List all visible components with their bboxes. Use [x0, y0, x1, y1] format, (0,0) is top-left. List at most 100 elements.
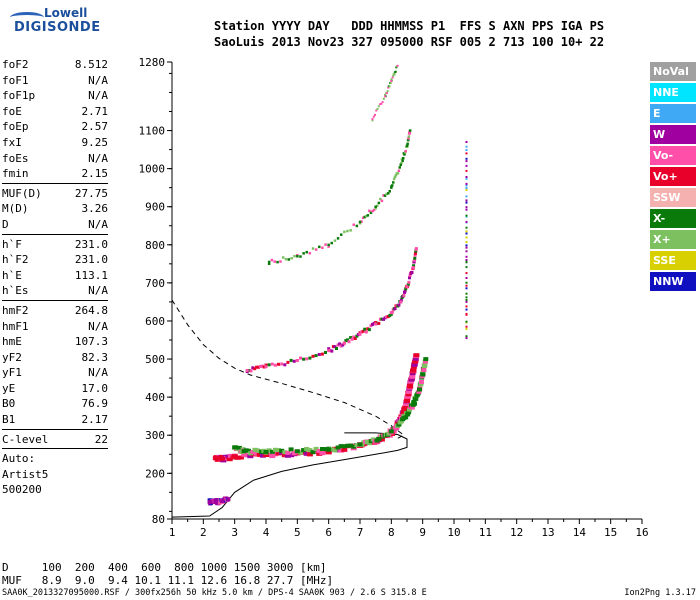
trace-point-2 [385, 315, 389, 319]
trace-point-2 [335, 347, 338, 350]
x-tick-label: 15 [604, 526, 617, 539]
param-value: 2.57 [81, 120, 109, 134]
trace-point-0 [378, 437, 385, 442]
trace-point-3 [321, 246, 324, 249]
data-point-1 [357, 442, 363, 447]
trace-point-2 [299, 356, 302, 360]
trace-point-1 [422, 362, 428, 367]
trace-point-4 [374, 113, 376, 116]
x-tick-label: 16 [635, 526, 648, 539]
param-label: yF1 [2, 366, 22, 380]
trace-point-0 [259, 453, 266, 458]
trace-point-2 [380, 317, 384, 321]
trace-point-3 [366, 214, 370, 217]
trace-point-4 [388, 85, 391, 88]
trace-point-2 [386, 315, 390, 319]
trace-point-3 [401, 159, 404, 163]
trace-point-0 [319, 451, 326, 456]
trace-point-2 [346, 338, 349, 342]
data-point-1 [388, 429, 394, 434]
param-row-hmf1: hmF1 N/A [2, 319, 108, 335]
x-tick-label: 8 [388, 526, 395, 539]
trace-point-2 [350, 337, 354, 341]
trace-point-1 [338, 444, 344, 449]
logo-swoosh-icon [10, 12, 44, 23]
trace-point-1 [329, 447, 335, 452]
muf-frequency-row: MUF 8.9 9.0 9.4 10.1 11.1 12.6 16.8 27.7… [2, 574, 334, 587]
trace-point-4 [371, 119, 374, 122]
trace-point-3 [396, 172, 400, 175]
param-value: 231.0 [74, 253, 108, 267]
trace-point-3 [282, 256, 285, 259]
trace-point-6 [465, 305, 468, 308]
param-row-fof2: foF2 8.512 [2, 57, 108, 73]
param-row-ye: yE 17.0 [2, 381, 108, 397]
trace-point-6 [465, 164, 468, 167]
y-tick-label: 1000 [139, 163, 166, 176]
data-point-0 [404, 398, 410, 403]
data-point-2 [411, 266, 415, 270]
param-row-hmf2: hmF2 264.8 [2, 303, 108, 319]
legend-item-nnw: NNW [650, 272, 696, 291]
trace-point-3 [330, 241, 333, 245]
trace-point-1 [310, 450, 316, 455]
x-tick-label: 6 [325, 526, 332, 539]
trace-point-3 [308, 252, 312, 255]
trace-point-1 [354, 443, 360, 447]
trace-point-6 [465, 184, 468, 187]
muf-table: D 100 200 400 600 800 1000 1500 3000 [km… [2, 561, 333, 587]
trace-point-6 [465, 325, 468, 328]
trace-point-1 [266, 448, 272, 453]
trace-point-3 [388, 190, 391, 193]
trace-point-6 [465, 226, 468, 229]
trace-point-2 [308, 356, 312, 360]
trace-point-1 [291, 451, 297, 456]
trace-point-3 [404, 149, 407, 153]
x-tick-label: 11 [479, 526, 492, 539]
trace-point-3 [380, 199, 384, 203]
trace-point-1 [416, 389, 422, 394]
param-row-foep: foEp 2.57 [2, 119, 108, 135]
trace-point-6 [465, 284, 468, 287]
trace-point-3 [394, 173, 398, 177]
param-value: 76.9 [81, 397, 109, 411]
trace-point-1 [288, 447, 294, 452]
trace-point-6 [465, 281, 468, 284]
trace-point-1 [413, 396, 419, 401]
trace-point-2 [292, 359, 296, 363]
param-value: 2.15 [81, 167, 109, 181]
param-label: C-level [2, 432, 49, 446]
data-point-6 [465, 300, 468, 303]
trace-point-6 [465, 320, 468, 323]
data-point-3 [267, 260, 271, 264]
data-point-0 [231, 454, 238, 459]
trace-point-1 [407, 407, 412, 412]
trace-point-6 [465, 261, 468, 264]
trace-point-2 [270, 362, 274, 366]
param-value: 2.17 [81, 413, 109, 427]
trace-point-6 [465, 277, 468, 279]
y-tick-label: 900 [145, 201, 165, 214]
station-header: Station YYYY DAY DDD HHMMSS P1 FFS S AXN… [214, 18, 604, 50]
trace-point-0 [272, 452, 279, 457]
trace-point-6 [465, 169, 468, 172]
trace-point-2 [402, 293, 406, 297]
trace-point-3 [369, 211, 373, 214]
trace-point-0 [269, 454, 276, 459]
trace-point-3 [387, 192, 390, 195]
trace-point-2 [406, 283, 410, 287]
trace-point-3 [305, 250, 308, 254]
x-tick-label: 12 [510, 526, 523, 539]
trace-point-1 [341, 444, 347, 449]
data-point-1 [401, 416, 407, 421]
trace-point-3 [368, 209, 371, 213]
param-value: N/A [88, 319, 108, 333]
trace-point-4 [377, 105, 380, 108]
data-point-1 [417, 387, 422, 392]
param-separator [2, 299, 108, 301]
x-tick-label: 14 [573, 526, 587, 539]
data-point-3 [374, 205, 377, 208]
data-point-3 [358, 220, 362, 224]
data-point-2 [389, 311, 393, 315]
trace-point-0 [253, 451, 260, 456]
